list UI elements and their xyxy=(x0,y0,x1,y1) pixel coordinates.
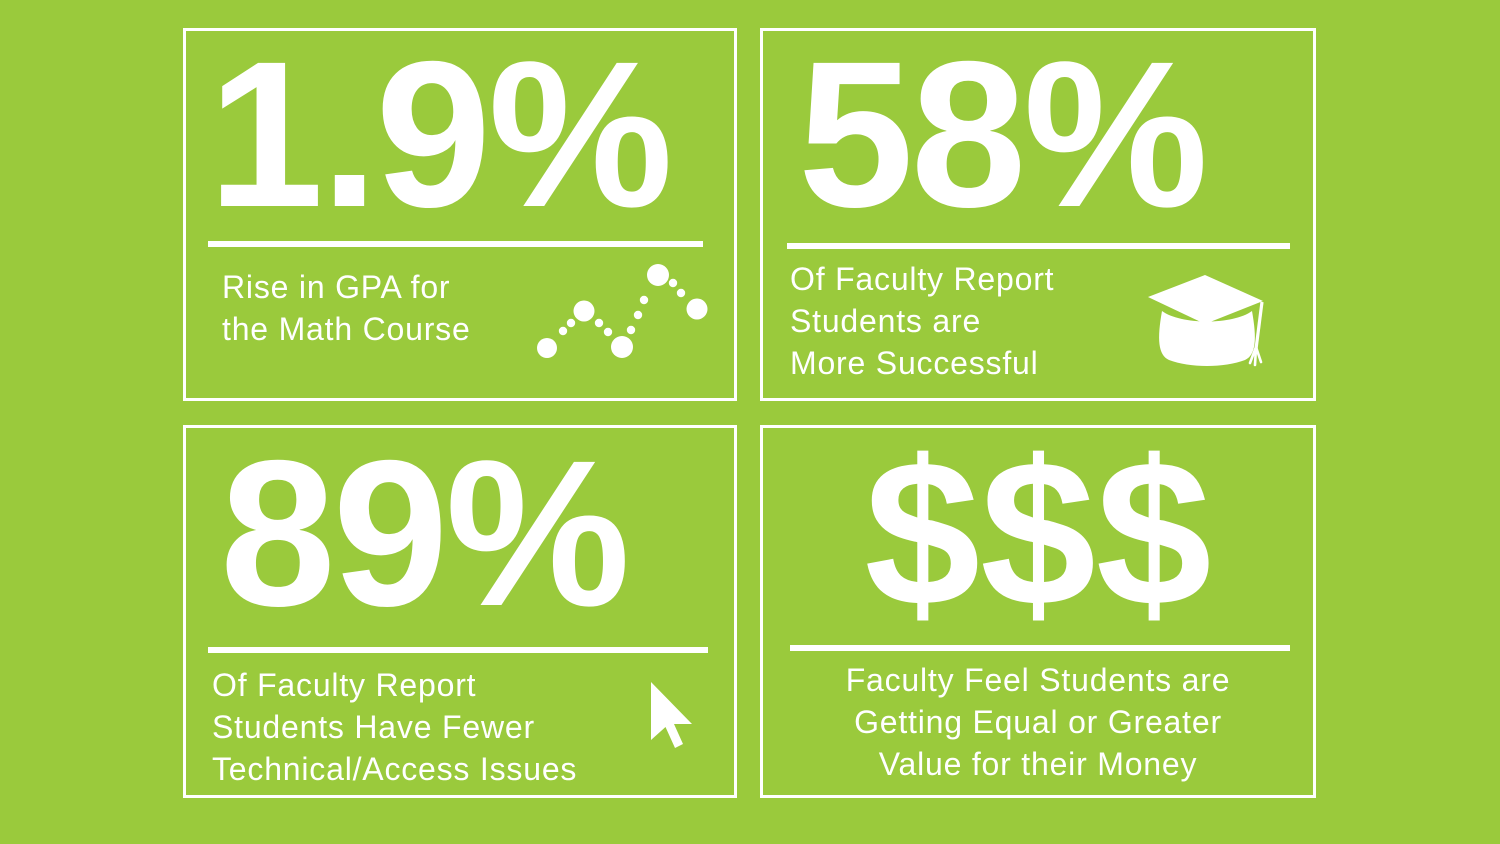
description-line: Technical/Access Issues xyxy=(212,751,578,787)
divider-line xyxy=(790,645,1290,651)
description-line: Of Faculty Report xyxy=(790,261,1055,297)
description-line: More Successful xyxy=(790,345,1039,381)
divider-line xyxy=(787,243,1290,249)
description-line: Getting Equal or Greater xyxy=(854,704,1222,740)
stat-description-successful: Of Faculty Report Students are More Succ… xyxy=(790,258,1054,384)
description-line: Students are xyxy=(790,303,982,339)
graduation-cap-icon xyxy=(1148,275,1266,370)
dotted-line-chart-icon xyxy=(537,264,709,360)
stat-value-gpa: 1.9% xyxy=(208,19,673,251)
stat-value-successful: 58% xyxy=(798,19,1208,251)
stat-description-gpa: Rise in GPA for the Math Course xyxy=(222,266,471,350)
divider-line xyxy=(208,241,703,247)
description-line: Value for their Money xyxy=(878,746,1198,782)
stat-description-issues: Of Faculty Report Students Have Fewer Te… xyxy=(212,664,577,790)
description-line: Students Have Fewer xyxy=(212,709,535,745)
description-line: Of Faculty Report xyxy=(212,667,477,703)
stat-value-issues: 89% xyxy=(220,418,630,650)
description-line: Faculty Feel Students are xyxy=(845,662,1231,698)
panel-value-for-money: $$$ Faculty Feel Students are Getting Eq… xyxy=(760,425,1316,798)
stat-description-money: Faculty Feel Students are Getting Equal … xyxy=(763,659,1313,785)
panel-students-successful: 58% Of Faculty Report Students are More … xyxy=(760,28,1316,401)
description-line: the Math Course xyxy=(222,311,471,347)
mouse-cursor-icon xyxy=(651,682,693,750)
stat-value-money: $$$ xyxy=(864,418,1212,650)
description-line: Rise in GPA for xyxy=(222,269,451,305)
panel-fewer-issues: 89% Of Faculty Report Students Have Fewe… xyxy=(183,425,737,798)
panel-gpa-rise: 1.9% Rise in GPA for the Math Course xyxy=(183,28,737,401)
divider-line xyxy=(208,647,708,653)
